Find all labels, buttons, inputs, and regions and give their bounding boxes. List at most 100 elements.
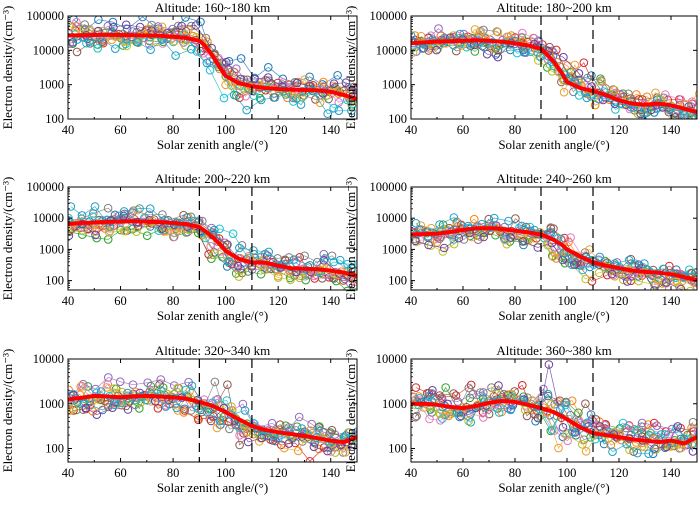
data-point [181, 385, 191, 395]
data-point [639, 442, 649, 452]
data-point [142, 231, 152, 240]
data-point [182, 213, 191, 222]
data-point [121, 226, 130, 236]
data-point [116, 225, 125, 235]
x-tick-label: 60 [457, 294, 470, 308]
data-point [122, 41, 131, 51]
data-point [320, 254, 330, 263]
data-point [581, 274, 591, 284]
x-tick-label: 40 [62, 294, 75, 308]
data-point [111, 44, 120, 54]
data-point [309, 442, 319, 452]
data-point [435, 220, 444, 229]
data-point [435, 391, 445, 400]
data-point [670, 115, 680, 119]
data-point [624, 255, 634, 265]
data-point [693, 427, 697, 436]
data-point [305, 457, 315, 462]
data-point [210, 377, 220, 387]
data-point [491, 385, 500, 395]
orbit-line [420, 28, 697, 110]
data-point [275, 420, 285, 430]
data-point [347, 442, 357, 452]
data-point [289, 97, 298, 106]
x-tick-label: 80 [509, 466, 522, 480]
y-tick-label: 10000 [33, 43, 64, 57]
data-point [260, 265, 269, 275]
data-point [104, 228, 114, 237]
data-point [695, 90, 697, 98]
data-point [695, 429, 697, 437]
data-point [222, 57, 231, 67]
data-point [171, 51, 180, 60]
data-point [543, 389, 553, 399]
x-tick-label: 120 [610, 466, 629, 480]
mean-line [411, 399, 697, 446]
data-point [225, 424, 234, 434]
plot-frame [67, 15, 358, 120]
data-point [354, 437, 357, 446]
data-point [93, 44, 102, 53]
data-point [210, 249, 219, 258]
mean-line [68, 219, 357, 278]
chart-panel-4: Altitude: 240~260 km 40 60 80 100 120 140 100 10… [343, 171, 698, 323]
data-point [501, 234, 510, 243]
data-point [105, 226, 115, 236]
x-tick-label: 100 [558, 294, 577, 308]
data-point [494, 381, 503, 390]
y-tick-label: 100 [45, 112, 64, 126]
data-point [494, 408, 504, 417]
mean-line [68, 32, 357, 102]
data-point [578, 440, 587, 449]
orbit-line [419, 393, 697, 455]
data-point [235, 243, 244, 253]
observations [68, 202, 357, 290]
data-point [68, 202, 76, 211]
data-point [566, 410, 575, 420]
data-point [522, 411, 532, 421]
data-point [91, 230, 100, 240]
observations [68, 373, 357, 462]
data-point [92, 410, 102, 420]
y-tick-label: 10000 [33, 211, 64, 225]
data-point [640, 259, 649, 268]
data-point [263, 73, 273, 82]
orbit-line [73, 394, 357, 462]
data-point [455, 29, 465, 39]
data-point [240, 406, 250, 415]
data-point [646, 428, 656, 438]
data-point [210, 225, 219, 235]
data-point [143, 378, 152, 388]
data-point [356, 286, 357, 289]
y-tick-label: 10000 [376, 352, 407, 366]
data-point [205, 65, 215, 75]
data-point [273, 271, 283, 281]
data-point [529, 34, 539, 43]
data-point [489, 213, 499, 223]
chart-panel-2: Altitude: 180~200 km 40 60 80 100 120 140 100 10… [343, 0, 698, 152]
data-point [228, 229, 238, 238]
data-point [649, 418, 659, 428]
data-point [574, 69, 584, 78]
data-point [662, 278, 671, 287]
data-point [566, 233, 575, 242]
x-tick-label: 40 [405, 466, 418, 480]
data-point [212, 423, 222, 433]
data-point [411, 392, 418, 402]
data-point [133, 205, 142, 215]
data-point [289, 255, 299, 264]
data-point [653, 275, 663, 285]
data-point [434, 24, 443, 33]
x-tick-label: 40 [405, 294, 418, 308]
data-point [233, 261, 243, 271]
data-point [121, 20, 131, 30]
data-point [319, 249, 329, 259]
data-point [545, 42, 554, 52]
data-point [534, 36, 544, 46]
data-point [85, 37, 94, 46]
data-point [292, 78, 302, 88]
data-point [224, 257, 233, 266]
data-point [202, 408, 212, 417]
data-point [595, 422, 605, 431]
data-point [568, 427, 577, 436]
